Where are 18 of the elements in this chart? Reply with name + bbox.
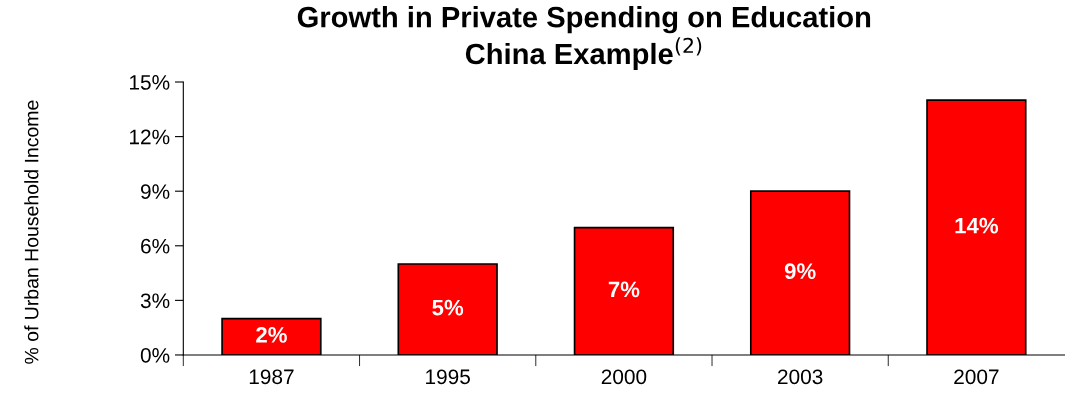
y-tick-label: 15%: [130, 75, 170, 90]
y-axis-title: % of Urban Household Income: [24, 100, 39, 364]
y-tick-label: 6%: [141, 238, 170, 254]
data-label: 7%: [608, 281, 640, 298]
data-label: 2%: [256, 327, 287, 343]
x-tick-label: 1995: [426, 369, 470, 385]
x-tick-label: 2003: [778, 369, 823, 385]
y-tick-label: 12%: [130, 129, 170, 145]
data-label: 14%: [955, 217, 999, 234]
y-tick-label: 9%: [140, 184, 170, 199]
data-label: 5%: [432, 299, 464, 316]
x-tick-label: 2007: [954, 369, 999, 385]
y-tick-label: 0%: [140, 347, 170, 363]
y-tick-label: 3%: [140, 293, 170, 309]
data-label: 9%: [784, 263, 816, 280]
x-tick-label: 2000: [601, 369, 647, 385]
x-tick-label: 1987: [249, 369, 294, 385]
chart-title: Growth in Private Spending on Education China Example$^{(2)}$: [297, 6, 871, 71]
